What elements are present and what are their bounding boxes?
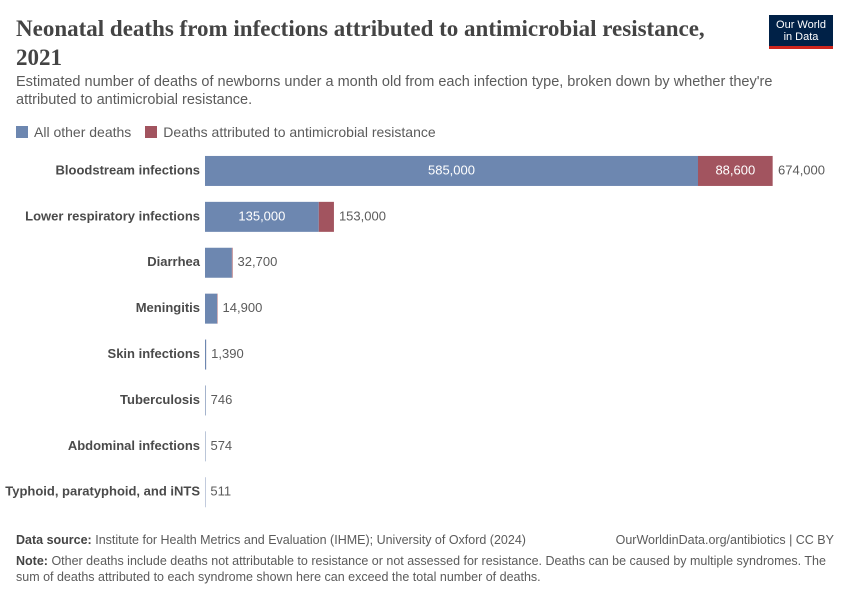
bar-segment (205, 247, 232, 278)
y-tick-label: Diarrhea (147, 254, 201, 269)
source-text: Institute for Health Metrics and Evaluat… (95, 533, 526, 547)
source-row: Data source: Institute for Health Metric… (16, 532, 834, 548)
note-text: Other deaths include deaths not attribut… (16, 554, 826, 584)
total-label: 153,000 (339, 208, 386, 223)
source: Data source: Institute for Health Metric… (16, 532, 526, 548)
chart: Bloodstream infections 585,000 88,600 674,0… (5, 155, 825, 508)
bar-segment (318, 201, 334, 232)
logo[interactable]: Our World in Data (769, 15, 833, 49)
legend-item[interactable]: Deaths attributed to antimicrobial resis… (145, 124, 436, 140)
source-label: Data source: (16, 533, 92, 547)
subtitle: Estimated number of deaths of newborns u… (16, 74, 773, 108)
legend-item[interactable]: All other deaths (16, 124, 131, 140)
bar-segment (205, 385, 206, 416)
bar-segment (205, 155, 698, 186)
y-tick-label: Skin infections (108, 346, 200, 361)
total-label: 14,900 (223, 300, 263, 315)
total-label: 511 (210, 484, 231, 499)
y-tick-label: Bloodstream infections (56, 162, 200, 177)
logo-text: in Data (783, 31, 819, 43)
bar-segment (697, 155, 773, 186)
source-link[interactable]: OurWorldinData.org/antibiotics | CC BY (615, 533, 834, 547)
y-tick-label: Typhoid, paratyphoid, and iNTS (5, 484, 200, 499)
footer: Data source: Institute for Health Metric… (16, 532, 834, 585)
chart-title: Neonatal deaths from infections attribut… (16, 16, 705, 70)
bar-segment (205, 339, 207, 370)
total-label: 32,700 (238, 254, 278, 269)
note-label: Note: (16, 554, 48, 568)
total-label: 674,000 (778, 162, 825, 177)
legend: All other deaths Deaths attributed to ant… (16, 124, 436, 140)
y-tick-label: Abdominal infections (68, 438, 200, 453)
y-tick-label: Lower respiratory infections (25, 208, 200, 223)
legend-label: Deaths attributed to antimicrobial resis… (163, 124, 436, 140)
total-label: 746 (211, 392, 233, 407)
total-label: 574 (210, 438, 232, 453)
bar-segment (231, 247, 233, 278)
value-label: 135,000 (238, 208, 285, 223)
bar-segment (205, 201, 319, 232)
value-label: 88,600 (715, 162, 755, 177)
y-tick-label: Meningitis (136, 300, 200, 315)
legend-swatch (145, 126, 158, 138)
y-tick-label: Tuberculosis (120, 392, 200, 407)
bar-segment (205, 293, 218, 324)
legend-label: All other deaths (34, 124, 132, 140)
legend-swatch (16, 126, 28, 138)
total-label: 1,390 (211, 346, 244, 361)
value-label: 585,000 (428, 162, 475, 177)
note: Note: Other deaths include deaths not at… (16, 553, 834, 585)
logo-text: Our World (776, 19, 826, 31)
